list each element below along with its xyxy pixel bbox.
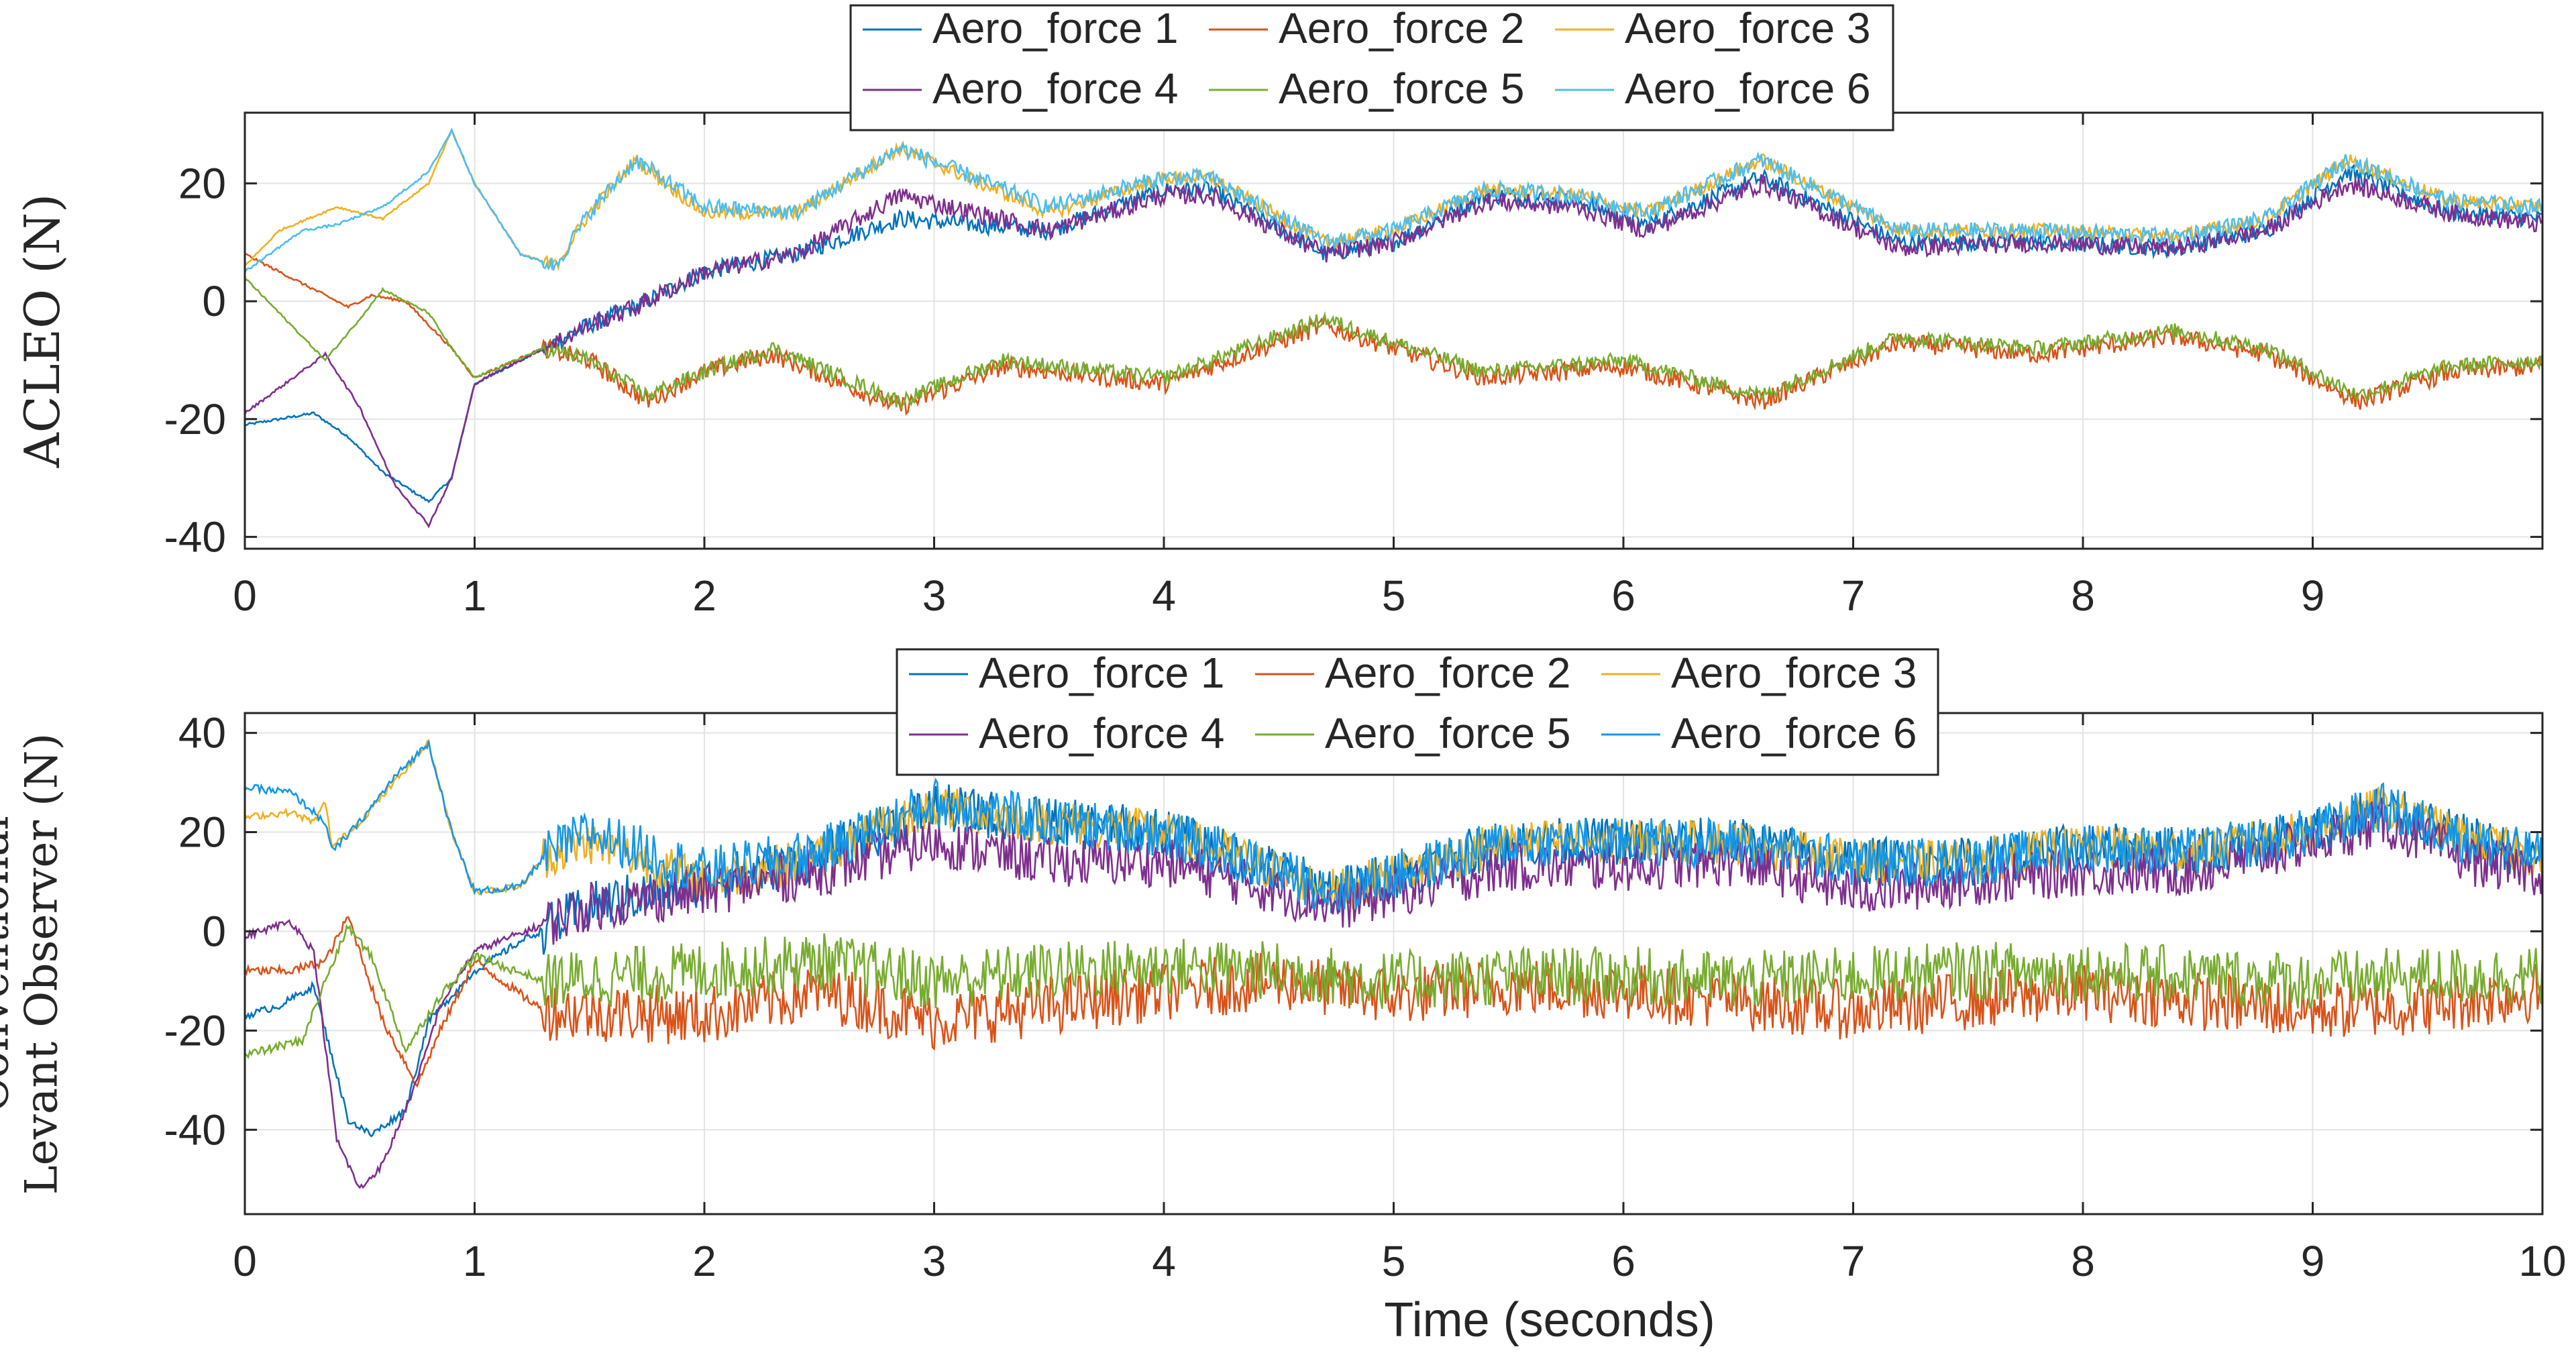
legend-label-1: Aero_force 1 <box>932 4 1178 52</box>
legend-label-3: Aero_force 3 <box>1625 4 1870 52</box>
x-tick-label-7: 7 <box>1841 572 1866 620</box>
y-tick-label-2: 0 <box>202 277 226 325</box>
legend-box <box>849 4 1894 131</box>
x-tick-label-4: 4 <box>1152 1237 1176 1285</box>
x-tick-label-6: 6 <box>1611 1237 1635 1285</box>
x-tick-label-3: 3 <box>922 1237 947 1285</box>
x-tick-label-2: 2 <box>692 572 716 620</box>
y-axis-label: ConventionalLevant Observer (N) <box>0 733 67 1195</box>
x-tick-label-5: 5 <box>1382 1237 1406 1285</box>
series-line-5 <box>245 924 2542 1059</box>
legend: Aero_force 1 Aero_force 2 Aero_force 3 Aero… <box>896 648 1939 776</box>
x-tick-label-3: 3 <box>922 572 947 620</box>
x-tick-label-0: 0 <box>233 1237 257 1285</box>
x-tick-label-8: 8 <box>2071 572 2095 620</box>
legend-label-3: Aero_force 3 <box>1671 649 1917 697</box>
y-tick-label-3: 20 <box>178 808 226 857</box>
acleo-panel: 0 1 2 3 4 5 6 7 8 9 -40 -20 0 20 ACLEO (N) Aero_force 1… <box>14 4 2544 620</box>
y-axis-label-line-1: ACLEO (N) <box>14 194 70 469</box>
legend-label-4: Aero_force 4 <box>979 709 1224 757</box>
legend-label-6: Aero_force 6 <box>1625 64 1870 113</box>
x-axis-label: Time (seconds) <box>1384 1293 1715 1347</box>
x-tick-label-6: 6 <box>1611 572 1635 620</box>
x-tick-label-9: 9 <box>2301 572 2325 620</box>
legend-label-6: Aero_force 6 <box>1671 709 1917 757</box>
y-tick-label-1: -20 <box>164 395 227 443</box>
legend-label-5: Aero_force 5 <box>1325 709 1570 757</box>
x-tick-label-1: 1 <box>463 572 487 620</box>
series-group <box>245 739 2542 1189</box>
series-line-5 <box>245 277 2542 411</box>
levant-observer-panel: 0 1 2 3 4 5 6 7 8 9 10 -40 -20 0 20 40 ConventionalLevan… <box>0 648 2567 1285</box>
legend: Aero_force 1 Aero_force 2 Aero_force 3 Aero… <box>849 4 1894 131</box>
legend-label-2: Aero_force 2 <box>1325 649 1570 697</box>
legend-label-2: Aero_force 2 <box>1279 4 1524 52</box>
x-tick-label-5: 5 <box>1382 572 1406 620</box>
x-tick-label-1: 1 <box>463 1237 487 1285</box>
series-line-6 <box>245 741 2542 912</box>
x-tick-label-2: 2 <box>692 1237 716 1285</box>
x-tick-label-9: 9 <box>2301 1237 2325 1285</box>
y-tick-label-0: -40 <box>164 1105 227 1154</box>
x-tick-label-0: 0 <box>233 572 257 620</box>
y-tick-label-4: 40 <box>178 709 226 757</box>
legend-label-5: Aero_force 5 <box>1279 64 1524 113</box>
y-tick-label-2: 0 <box>202 907 226 955</box>
legend-label-1: Aero_force 1 <box>979 649 1224 697</box>
y-tick-label-0: -40 <box>164 512 227 561</box>
series-group <box>245 127 2542 529</box>
x-tick-label-7: 7 <box>1841 1237 1866 1285</box>
x-tick-label-8: 8 <box>2071 1237 2095 1285</box>
y-tick-label-1: -20 <box>164 1006 227 1054</box>
series-line-6 <box>245 127 2542 273</box>
y-axis-label-line-2: Levant Observer (N) <box>15 733 67 1195</box>
legend-label-4: Aero_force 4 <box>932 64 1178 113</box>
series-line-4 <box>245 174 2542 529</box>
y-tick-label-3: 20 <box>178 159 226 207</box>
x-tick-label-4: 4 <box>1152 572 1176 620</box>
x-tick-label-10: 10 <box>2518 1237 2566 1285</box>
y-axis-label: ACLEO (N) <box>14 194 70 469</box>
series-line-2 <box>245 253 2542 416</box>
legend-box <box>896 648 1939 776</box>
y-axis-label-line-1: Conventional <box>0 816 19 1112</box>
